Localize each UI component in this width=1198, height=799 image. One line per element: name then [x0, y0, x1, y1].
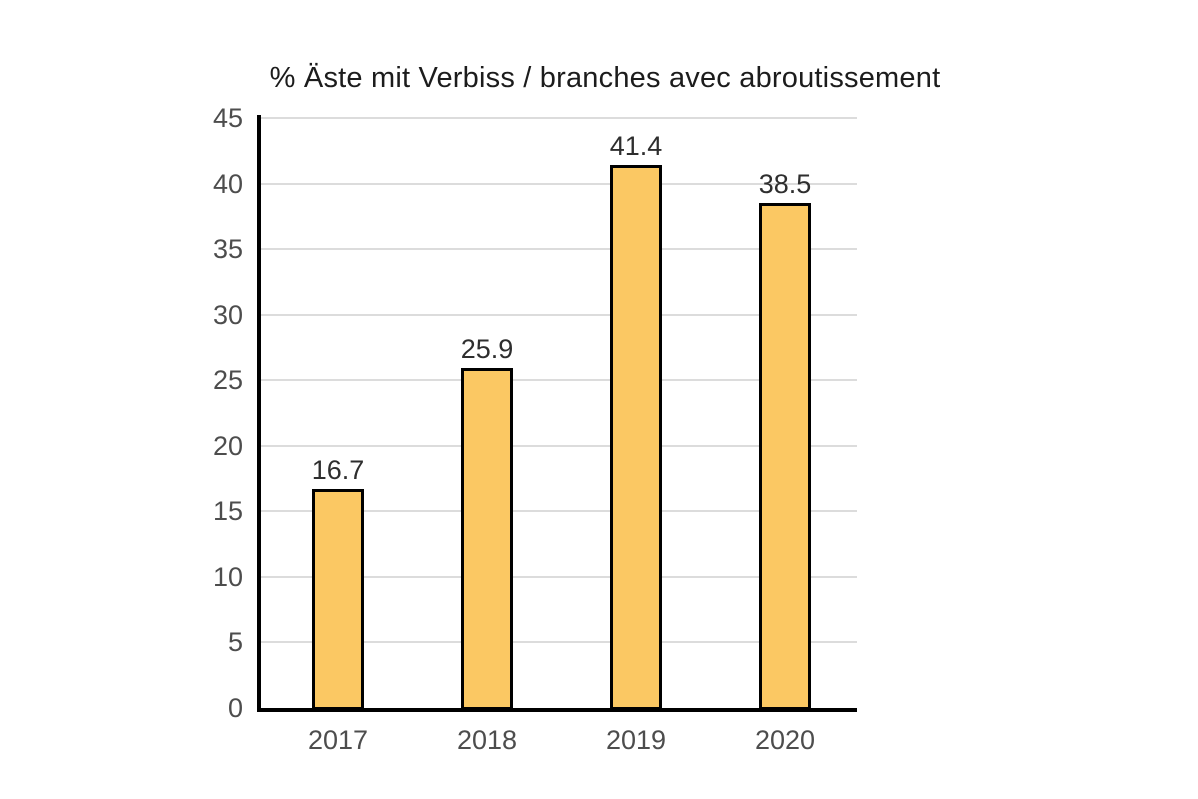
bar-value-label-2019: 41.4	[609, 131, 663, 162]
x-tick-label-2017: 2017	[307, 725, 369, 755]
bar-2019	[610, 165, 662, 710]
gridline-40	[259, 182, 857, 185]
chart-title: % Äste mit Verbiss / branches avec abrou…	[269, 62, 941, 94]
bar-2020	[759, 203, 811, 710]
gridline-15	[259, 510, 857, 513]
y-tick-label-45: 45	[212, 103, 243, 133]
gridline-30	[259, 313, 857, 316]
y-tick-label-15: 15	[212, 496, 243, 527]
y-tick-label-40: 40	[212, 168, 243, 199]
gridline-45	[259, 117, 857, 119]
x-tick-label-2018: 2018	[456, 725, 518, 755]
gridline-5	[259, 641, 857, 644]
bar-2018	[461, 368, 513, 710]
gridline-25	[259, 379, 857, 382]
gridline-35	[259, 248, 857, 251]
y-axis	[257, 115, 261, 712]
bar-value-label-2018: 25.9	[460, 334, 514, 365]
y-tick-label-5: 5	[227, 627, 243, 658]
bar-value-label-2020: 38.5	[758, 169, 812, 200]
x-tick-label-2020: 2020	[754, 725, 816, 755]
bar-value-label-2017: 16.7	[311, 455, 365, 486]
y-tick-label-25: 25	[212, 365, 243, 396]
y-tick-label-30: 30	[212, 299, 243, 330]
bar-2017	[312, 489, 364, 710]
y-tick-label-35: 35	[212, 234, 243, 265]
y-tick-label-0: 0	[227, 693, 243, 723]
x-tick-label-2019: 2019	[605, 725, 667, 755]
gridline-20	[259, 444, 857, 447]
x-axis	[257, 708, 857, 712]
gridline-10	[259, 575, 857, 578]
y-tick-label-10: 10	[212, 561, 243, 592]
y-tick-label-20: 20	[212, 430, 243, 461]
